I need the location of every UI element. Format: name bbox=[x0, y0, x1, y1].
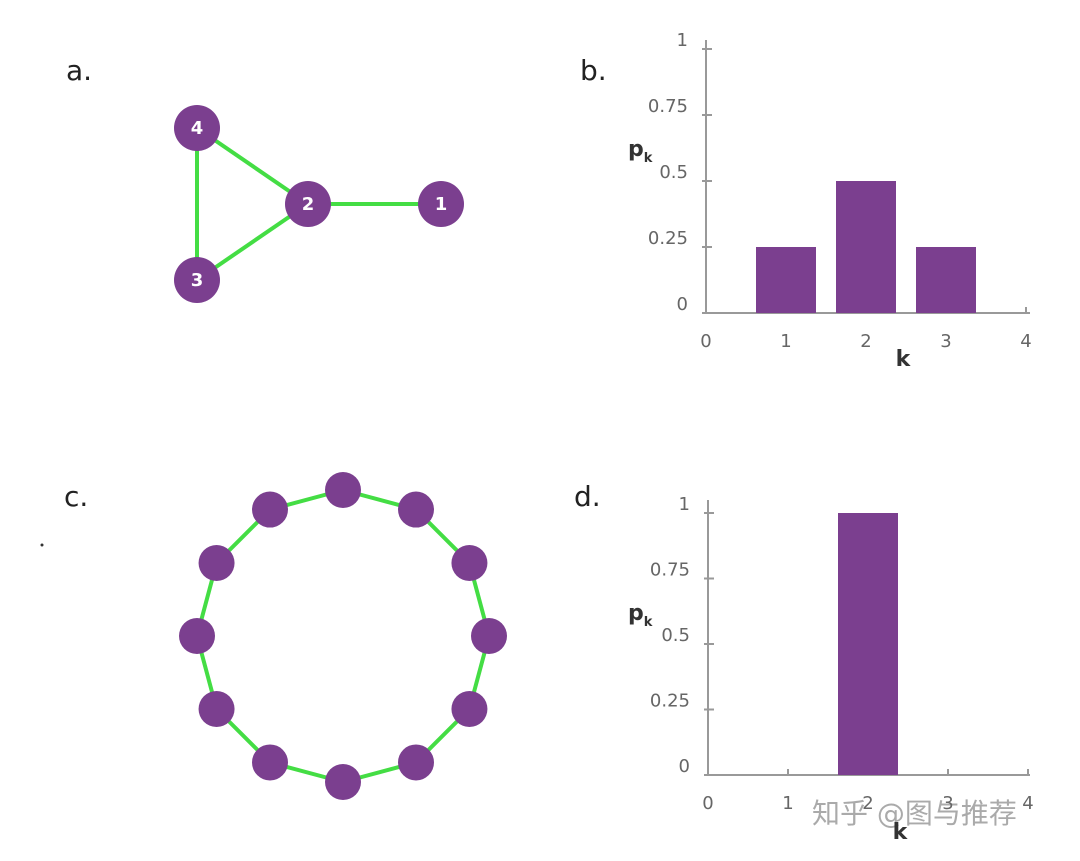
x-tick-label: 4 bbox=[1020, 331, 1031, 352]
bar bbox=[838, 513, 898, 775]
y-tick-label: 0.5 bbox=[659, 162, 688, 183]
panel-label: a. bbox=[66, 54, 92, 87]
y-axis-label: pk bbox=[628, 137, 653, 166]
watermark: 知乎 @图与推荐 bbox=[812, 797, 1017, 830]
x-tick-label: 0 bbox=[702, 793, 713, 814]
y-tick-label: 0.25 bbox=[648, 228, 688, 249]
x-tick-label: 2 bbox=[862, 793, 873, 814]
node-label: 1 bbox=[435, 194, 448, 215]
dot bbox=[40, 543, 44, 547]
panel-label: d. bbox=[574, 480, 601, 513]
x-tick-label: 0 bbox=[700, 331, 711, 352]
x-tick-label: 3 bbox=[940, 331, 951, 352]
node bbox=[418, 181, 464, 227]
y-axis-label: pk bbox=[628, 601, 653, 630]
y-axis-label-sub: k bbox=[644, 615, 653, 630]
x-tick-label: 4 bbox=[1022, 793, 1033, 814]
panel-label: b. bbox=[580, 54, 607, 87]
y-tick-label: 0 bbox=[679, 756, 690, 777]
node bbox=[198, 545, 235, 581]
node bbox=[451, 545, 488, 581]
y-tick-label: 0.75 bbox=[648, 96, 688, 117]
node-label: 2 bbox=[302, 194, 315, 215]
network-a: a. 4 2 1 3 bbox=[66, 54, 464, 303]
y-tick-label: 1 bbox=[677, 30, 688, 51]
node bbox=[285, 181, 331, 227]
y-tick-label: 0.75 bbox=[650, 560, 690, 581]
y-tick-label: 0 bbox=[677, 294, 688, 315]
node bbox=[252, 744, 288, 781]
panel-label: c. bbox=[64, 480, 88, 513]
x-tick-label: 2 bbox=[860, 331, 871, 352]
y-tick-label: 1 bbox=[679, 494, 690, 515]
x-axis-label: k bbox=[893, 820, 909, 845]
node bbox=[398, 744, 434, 781]
node bbox=[471, 618, 507, 654]
node bbox=[398, 491, 434, 528]
node bbox=[252, 491, 288, 528]
node bbox=[198, 691, 235, 727]
x-axis-label: k bbox=[896, 347, 912, 372]
network-c: c. bbox=[64, 472, 507, 800]
bar bbox=[916, 247, 976, 313]
y-tick-label: 0.25 bbox=[650, 691, 690, 712]
node bbox=[174, 105, 220, 151]
x-tick-label: 1 bbox=[782, 793, 793, 814]
node-label: 4 bbox=[191, 118, 204, 139]
y-axis-label-base: p bbox=[628, 137, 644, 162]
node-label: 3 bbox=[191, 270, 204, 291]
node bbox=[325, 472, 361, 508]
bar bbox=[836, 181, 896, 313]
x-tick-label: 1 bbox=[780, 331, 791, 352]
y-axis-label-base: p bbox=[628, 601, 644, 626]
y-axis-label-sub: k bbox=[644, 151, 653, 166]
node bbox=[325, 764, 361, 800]
node bbox=[174, 257, 220, 303]
node bbox=[451, 691, 488, 727]
x-tick-label: 3 bbox=[942, 793, 953, 814]
y-tick-label: 0.5 bbox=[661, 625, 690, 646]
node bbox=[179, 618, 215, 654]
bar bbox=[756, 247, 816, 313]
